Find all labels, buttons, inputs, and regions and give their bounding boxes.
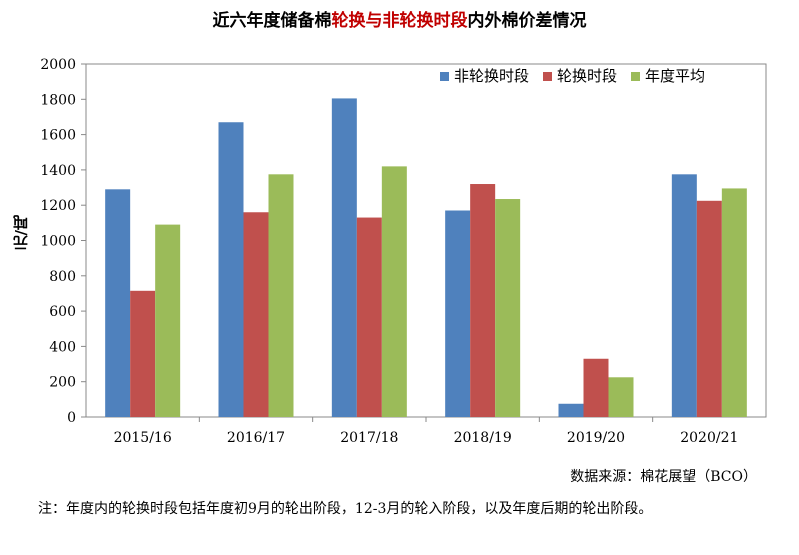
y-tick-label: 1400 bbox=[40, 163, 76, 179]
bar-1 bbox=[558, 403, 584, 417]
bar-3 bbox=[495, 199, 521, 417]
x-tick-label: 2020/21 bbox=[680, 430, 738, 446]
bar-1 bbox=[105, 189, 131, 417]
bar-3 bbox=[721, 188, 747, 417]
title-suffix: 内外棉价差情况 bbox=[467, 11, 587, 31]
legend-swatch bbox=[631, 72, 640, 81]
bar-1 bbox=[671, 174, 697, 417]
bar-3 bbox=[155, 224, 181, 417]
x-tick-label: 2015/16 bbox=[114, 430, 172, 446]
y-tick-label: 800 bbox=[49, 269, 76, 285]
y-tick-label: 600 bbox=[49, 304, 76, 320]
x-tick-label: 2017/18 bbox=[340, 430, 398, 446]
bar-1 bbox=[445, 210, 471, 417]
y-tick-label: 200 bbox=[49, 375, 76, 391]
title-highlight: 轮换与非轮换时段 bbox=[331, 11, 468, 31]
data-source: 数据来源：棉花展望（BCO） bbox=[570, 469, 757, 485]
bar-2 bbox=[130, 290, 156, 417]
y-tick-label: 400 bbox=[49, 339, 76, 355]
x-tick-label: 2016/17 bbox=[227, 430, 285, 446]
bar-3 bbox=[381, 166, 407, 417]
y-tick-label: 1600 bbox=[40, 128, 76, 144]
bar-2 bbox=[470, 184, 496, 417]
bar-2 bbox=[356, 217, 382, 417]
x-tick-label: 2019/20 bbox=[567, 430, 625, 446]
x-tick-label: 2018/19 bbox=[454, 430, 512, 446]
y-tick-label: 2000 bbox=[40, 57, 76, 73]
title-prefix: 近六年度储备棉 bbox=[212, 11, 332, 31]
bar-3 bbox=[268, 174, 294, 417]
legend-label: 非轮换时段 bbox=[454, 67, 529, 85]
y-tick-label: 1200 bbox=[40, 198, 76, 214]
legend-label: 轮换时段 bbox=[557, 67, 617, 85]
plot-area-border bbox=[85, 63, 767, 418]
y-tick-label: 0 bbox=[67, 410, 76, 426]
y-tick-label: 1800 bbox=[40, 92, 76, 108]
y-tick-label: 1000 bbox=[40, 234, 76, 250]
bar-3 bbox=[608, 377, 634, 417]
bar-1 bbox=[218, 122, 244, 418]
legend-label: 年度平均 bbox=[645, 67, 705, 85]
chart-title: 近六年度储备棉轮换与非轮换时段内外棉价差情况 bbox=[0, 6, 799, 31]
bar-2 bbox=[583, 358, 609, 417]
footnote: 注：年度内的轮换时段包括年度初9月的轮出阶段，12-3月的轮入阶段，以及年度后期… bbox=[38, 501, 653, 517]
legend-swatch bbox=[440, 72, 449, 81]
bar-1 bbox=[331, 98, 357, 417]
legend-swatch bbox=[543, 72, 552, 81]
bar-2 bbox=[243, 212, 269, 417]
bar-2 bbox=[696, 200, 722, 417]
